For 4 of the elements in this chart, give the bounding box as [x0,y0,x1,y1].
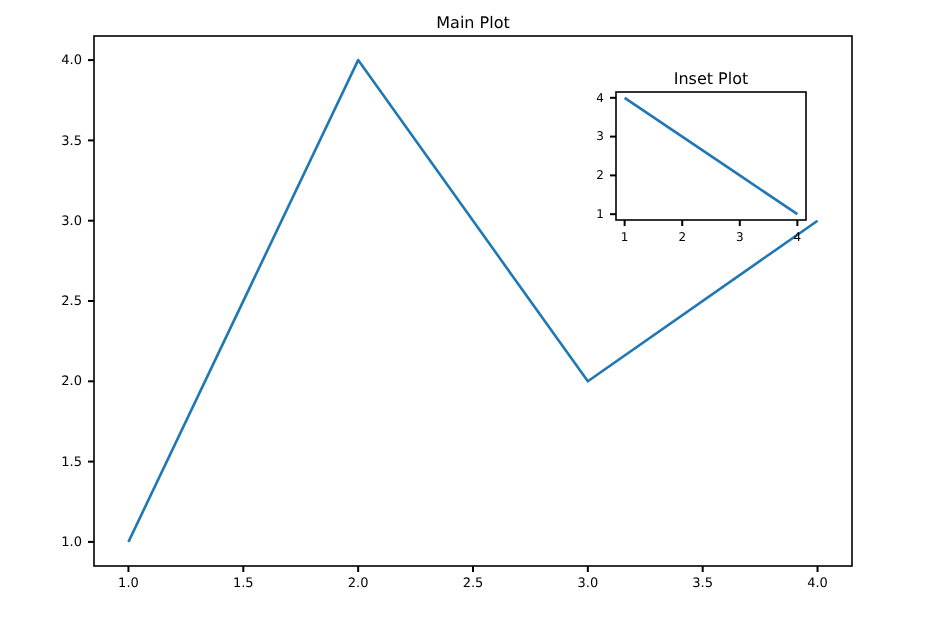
chart-title: Inset Plot [673,70,749,88]
line-series [127,58,819,544]
chart-title: Main Plot [436,14,510,32]
line-series [623,96,799,216]
